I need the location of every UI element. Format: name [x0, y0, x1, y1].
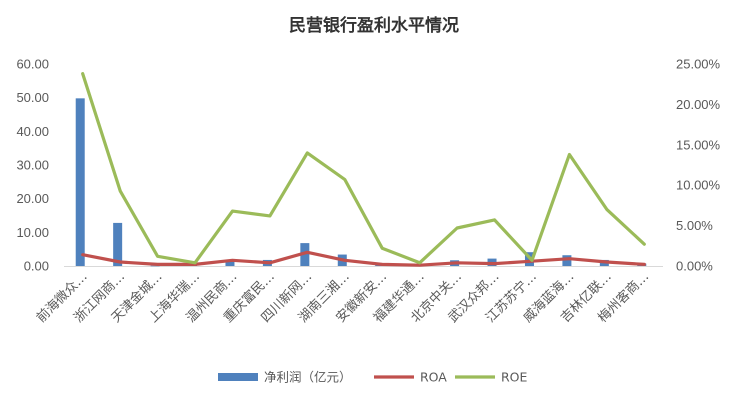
y-left-tick-label: 30.00: [16, 158, 49, 173]
y-left-tick-label: 60.00: [16, 57, 49, 72]
legend-swatch-net-profit: [218, 373, 258, 381]
y-left-tick-label: 0.00: [24, 259, 49, 274]
y-right-tick-label: 5.00%: [676, 218, 713, 233]
y-right-tick-label: 10.00%: [676, 178, 721, 193]
legend-label: 净利润（亿元）: [264, 370, 352, 385]
line-roe: [81, 72, 646, 265]
y-right-tick-label: 20.00%: [676, 97, 721, 112]
y-right-tick-label: 25.00%: [676, 57, 721, 72]
plot-area: 0.00 10.00 20.00 30.00 40.00 50.00 60.00 0.00% 5…: [16, 57, 720, 326]
y-left-tick-label: 40.00: [16, 124, 49, 139]
bar-net-profit: [75, 98, 85, 266]
y-left-tick-label: 50.00: [16, 90, 49, 105]
legend-label: ROE: [501, 370, 528, 385]
bar-net-profit: [562, 255, 572, 266]
legend-label: ROA: [420, 370, 447, 385]
y-left-tick-label: 10.00: [16, 225, 49, 240]
bar-net-profit: [225, 260, 235, 266]
chart-title: 民营银行盈利水平情况: [289, 15, 459, 36]
y-right-tick-label: 0.00%: [676, 259, 713, 274]
bar-net-profit: [150, 265, 160, 267]
line-roa: [81, 250, 646, 267]
bar-net-profit: [113, 222, 123, 266]
y-left-tick-label: 20.00: [16, 191, 49, 206]
legend: 净利润（亿元） ROA ROE: [218, 370, 528, 385]
y-right-tick-label: 15.00%: [676, 137, 721, 152]
